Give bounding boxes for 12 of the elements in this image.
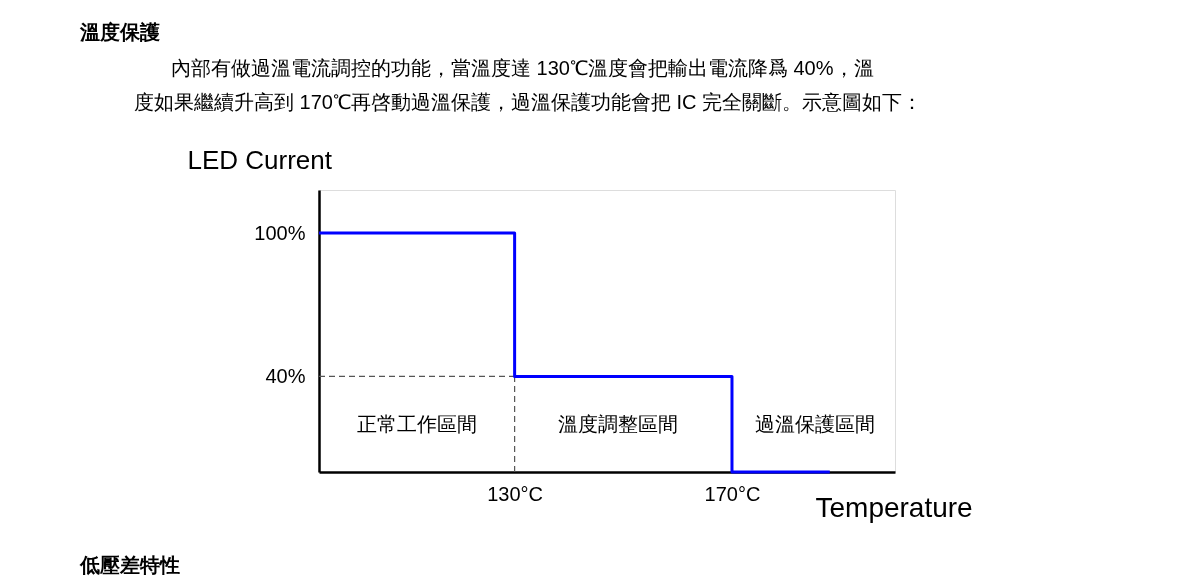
y-axis-title: LED Current bbox=[187, 144, 333, 175]
x-axis-title: Temperature bbox=[815, 491, 973, 523]
y-tick-label: 40% bbox=[265, 364, 306, 387]
text: 低壓差特性 bbox=[79, 554, 180, 576]
chart-subtitle: 內部有做過溫電流調控的功能，當溫度達 130℃溫度會把輸出電流降爲 40%，溫度如果繼續升高到 170℃再啓動過溫保護，過溫保護功能會把 IC 完全關斷。示意圖如下： bbox=[134, 57, 923, 113]
x-tick-label: 170°C bbox=[704, 482, 761, 505]
x-tick-label: 130°C bbox=[487, 482, 544, 505]
y-tick-label: 100% bbox=[254, 221, 306, 244]
text: 溫度保護 bbox=[79, 21, 160, 43]
annotation: 過溫保護區間 bbox=[755, 413, 875, 435]
annotation: 溫度調整區間 bbox=[558, 413, 678, 435]
annotation: 正常工作區間 bbox=[357, 413, 477, 435]
